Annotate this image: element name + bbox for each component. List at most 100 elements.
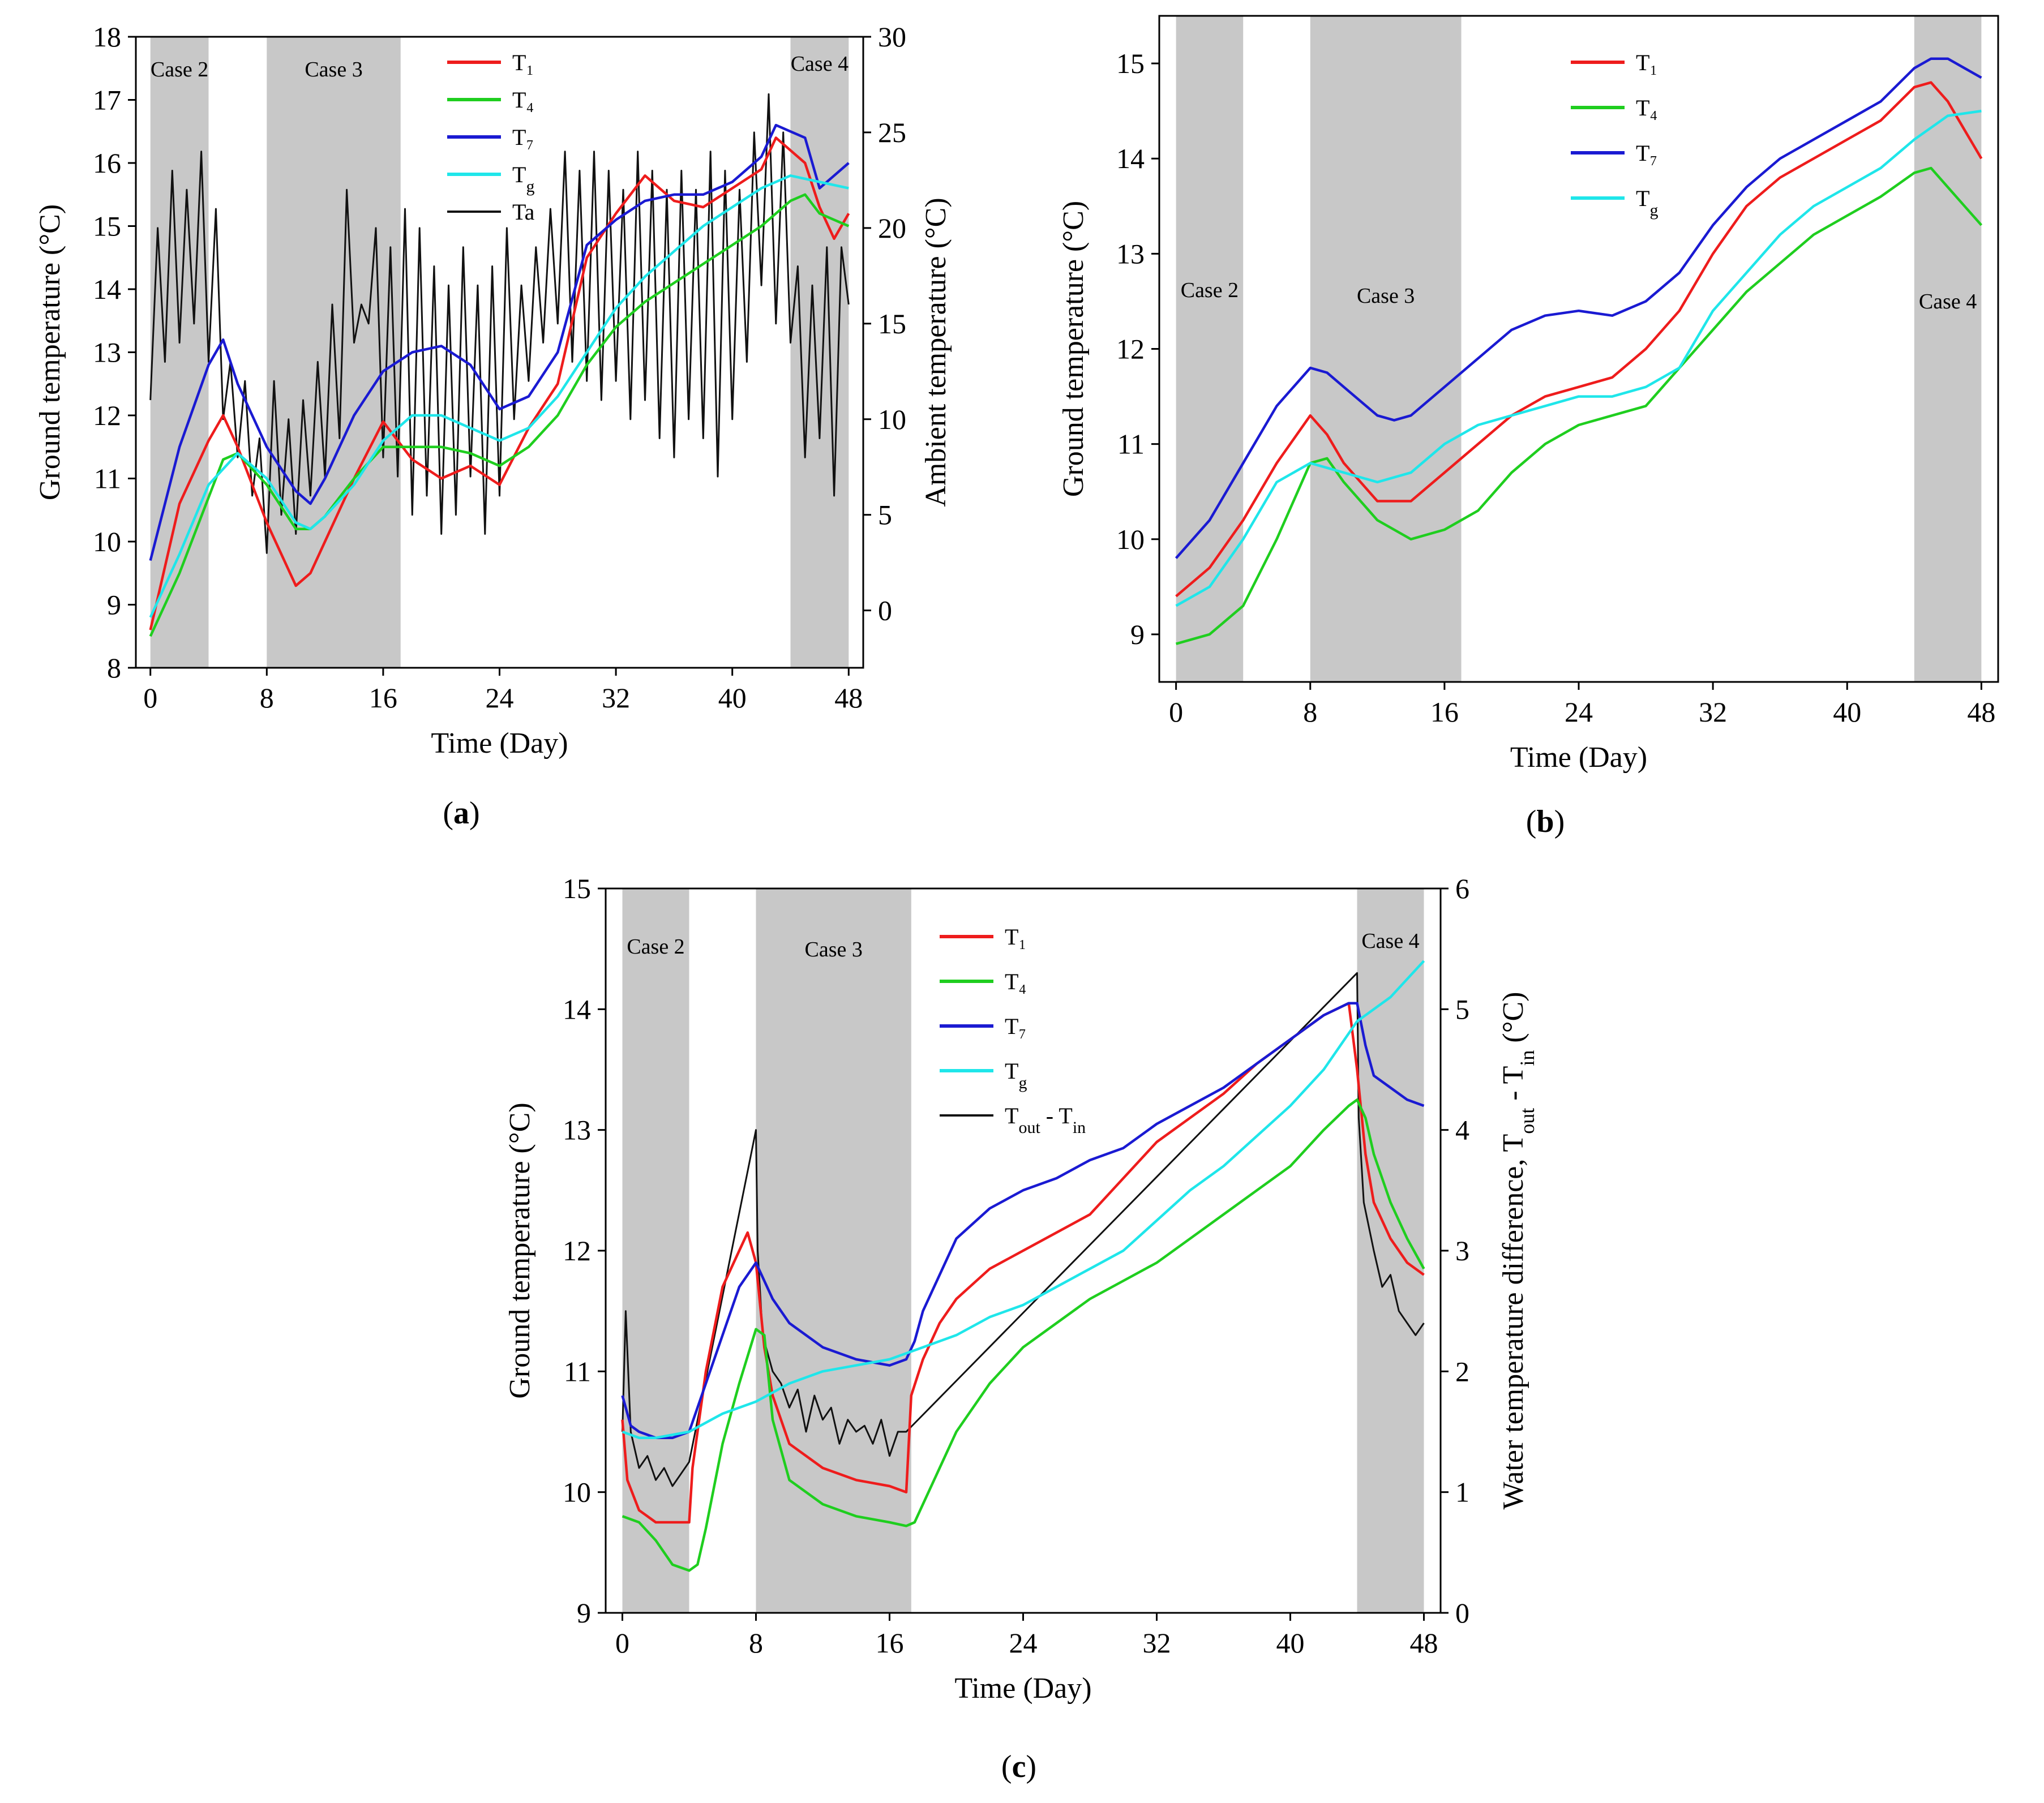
case-label: Case 3 [1357, 284, 1415, 308]
legend-label: T₇ [1005, 1014, 1026, 1039]
y-tick-label: 9 [107, 589, 121, 621]
legend-label: T₇ [1636, 140, 1657, 166]
y2-tick-label: 15 [878, 308, 906, 340]
y-tick-label: 9 [1130, 619, 1145, 650]
x-tick-label: 32 [1143, 1627, 1171, 1659]
legend-label: T₄ [1636, 95, 1657, 121]
y2-tick-label: 1 [1455, 1476, 1469, 1508]
legend-label: Tout - Tin [1005, 1103, 1086, 1137]
y-tick-label: 10 [563, 1476, 591, 1508]
shaded-region [1176, 16, 1244, 682]
case-label: Case 2 [151, 58, 208, 81]
y-tick-label: 14 [563, 993, 591, 1025]
y-tick-label: 15 [1116, 48, 1145, 79]
y-tick-label: 11 [94, 463, 121, 495]
legend-label: Tg [1005, 1058, 1027, 1092]
shaded-region [1310, 16, 1462, 682]
y2-tick-label: 0 [1455, 1597, 1469, 1629]
x-tick-label: 40 [718, 682, 747, 714]
x-tick-label: 0 [1169, 696, 1183, 728]
y2-tick-label: 4 [1455, 1114, 1469, 1146]
x-tick-label: 48 [834, 682, 863, 714]
legend-label: T₄ [512, 87, 534, 113]
series-line [622, 972, 1425, 1487]
case-label: Case 4 [1919, 290, 1977, 314]
legend-label: T₁ [1636, 50, 1657, 75]
y2-tick-label: 0 [878, 595, 892, 626]
legend-label: Ta [512, 199, 535, 225]
y-tick-label: 8 [107, 652, 121, 684]
shaded-region [267, 37, 401, 668]
series-line [621, 1002, 1425, 1439]
x-tick-label: 32 [602, 682, 630, 714]
series-line [149, 123, 850, 561]
y-tick-label: 14 [1116, 143, 1145, 174]
chart-panel-1: Case 2 Case 3 Case 40 8 16 24 32 40 488910111213… [34, 21, 952, 831]
y-tick-label: 13 [1116, 238, 1145, 269]
legend-label: T₁ [512, 50, 534, 75]
y-axis-label: Ground temperature (°C) [34, 204, 66, 500]
y-tick-label: 11 [1117, 428, 1145, 460]
y2-tick-label: 25 [878, 117, 906, 148]
y-tick-label: 16 [93, 147, 121, 179]
x-axis-label: Time (Day) [431, 727, 568, 759]
shaded-region [756, 888, 911, 1613]
y2-axis-label: Water temperature difference, Tout - Tin… [1497, 991, 1539, 1509]
y-tick-label: 15 [93, 211, 121, 242]
chart-panel-3: Case 2 Case 3 Case 40 8 16 24 32 40 489101112131… [504, 873, 1539, 1784]
x-tick-label: 16 [1430, 696, 1459, 728]
x-tick-label: 16 [369, 682, 397, 714]
legend-label: T₇ [512, 125, 534, 150]
y2-tick-label: 20 [878, 212, 906, 244]
panel-label: (b) [1526, 804, 1565, 839]
series-line [622, 960, 1425, 1439]
chart-panel-2: Case 2 Case 3 Case 4 0 8 16 24 32 40 48 9 10 11 12 13 1… [1057, 15, 1999, 839]
shaded-region [150, 37, 209, 668]
y-tick-label: 12 [93, 400, 121, 431]
series-line [149, 193, 850, 637]
y-tick-label: 12 [563, 1235, 591, 1267]
y-tick-label: 13 [93, 337, 121, 368]
x-tick-label: 24 [1565, 696, 1593, 728]
series-line [622, 1098, 1425, 1572]
case-label: Case 2 [627, 935, 684, 959]
y2-tick-label: 2 [1455, 1355, 1469, 1387]
x-tick-label: 16 [876, 1627, 904, 1659]
legend-label: T₄ [1005, 969, 1026, 994]
y-axis-label: Ground temperature (°C) [1057, 201, 1090, 497]
series-line [1175, 57, 1982, 559]
x-tick-label: 0 [615, 1627, 629, 1659]
y-tick-label: 10 [1116, 523, 1145, 555]
x-tick-label: 48 [1967, 696, 1995, 728]
x-tick-label: 40 [1833, 696, 1861, 728]
panel-label: (a) [443, 796, 479, 831]
series-line [149, 174, 849, 618]
x-axis-label: Time (Day) [954, 1672, 1091, 1705]
x-tick-label: 0 [143, 682, 157, 714]
legend-label: T₁ [1005, 924, 1026, 950]
series-line [149, 93, 850, 554]
y-tick-label: 17 [93, 84, 121, 116]
legend-label: Tg [512, 162, 534, 196]
y-tick-label: 10 [93, 526, 121, 557]
legend-label: Tg [1636, 186, 1658, 220]
series-line [1175, 81, 1983, 598]
x-tick-label: 8 [749, 1627, 763, 1659]
y-tick-label: 13 [563, 1114, 591, 1146]
y-axis-label: Ground temperature (°C) [504, 1102, 536, 1398]
y2-tick-label: 5 [1455, 993, 1469, 1025]
case-label: Case 4 [791, 52, 849, 76]
y2-tick-label: 5 [878, 499, 892, 531]
x-tick-label: 8 [1303, 696, 1317, 728]
y2-axis-label: Ambient temperature (°C) [920, 198, 952, 506]
shaded-region [1914, 16, 1982, 682]
y2-tick-label: 30 [878, 21, 906, 53]
y-tick-label: 15 [563, 873, 591, 904]
x-tick-label: 8 [260, 682, 274, 714]
panel-label: (c) [1001, 1749, 1036, 1784]
shaded-region [622, 888, 689, 1613]
y2-tick-label: 3 [1455, 1235, 1469, 1267]
y2-tick-label: 10 [878, 403, 906, 435]
x-tick-label: 40 [1276, 1627, 1305, 1659]
